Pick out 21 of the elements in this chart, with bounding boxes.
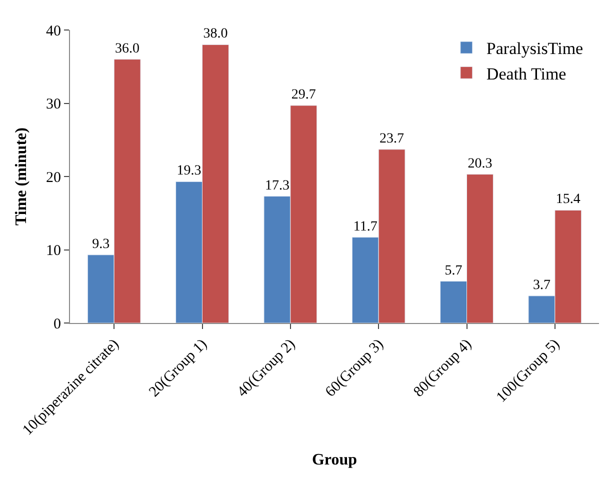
data-label: 19.3 — [176, 164, 202, 179]
data-label: 29.7 — [291, 87, 316, 102]
y-axis-title: Time (minute) — [12, 128, 30, 226]
data-label: 17.3 — [264, 178, 290, 194]
y-tick-label: 30 — [46, 96, 61, 112]
y-tick-label: 20 — [46, 170, 61, 186]
data-label: 9.3 — [92, 236, 110, 252]
y-tick-label: 40 — [46, 23, 61, 40]
data-label: 3.7 — [532, 278, 550, 293]
data-label: 15.4 — [556, 192, 580, 208]
data-label: 36.0 — [115, 41, 140, 56]
legend-label: ParalysisTime — [486, 39, 584, 58]
data-label: 11.7 — [353, 219, 378, 234]
y-tick-label: 10 — [46, 243, 61, 259]
data-label: 20.3 — [468, 156, 492, 172]
data-label: 38.0 — [203, 26, 228, 42]
data-label: 23.7 — [380, 131, 404, 146]
legend-label: Death Time — [486, 64, 566, 84]
data-label: 5.7 — [444, 263, 462, 278]
x-axis-title: Group — [312, 451, 358, 468]
y-tick-label: 0 — [54, 316, 61, 332]
